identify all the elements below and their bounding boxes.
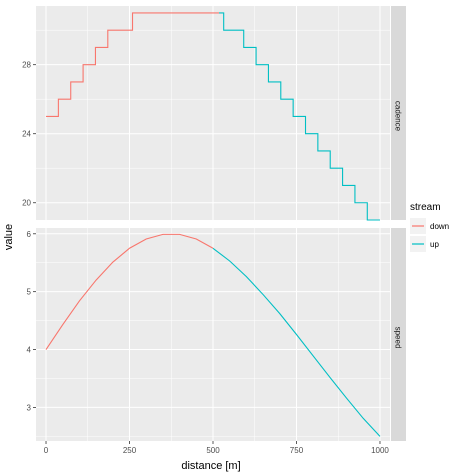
strip-label: speed	[394, 327, 403, 349]
x-tick-label: 750	[290, 446, 304, 455]
x-tick-label: 0	[44, 446, 49, 455]
x-tick-label: 250	[123, 446, 137, 455]
legend-label: up	[430, 240, 439, 249]
x-axis-title: distance [m]	[181, 460, 240, 472]
series-line-down-cadence	[46, 12, 220, 117]
series-line-up-cadence	[219, 12, 380, 221]
panel-speed: 3 4 5 6 speed	[27, 228, 406, 441]
panels-layer: 20 24 28 cadence 3 4 5 6 speed	[22, 6, 406, 441]
strip-background	[391, 6, 406, 220]
y-tick-label: 3	[27, 403, 32, 412]
y-axis-title: value	[3, 224, 15, 250]
strip-background	[391, 228, 406, 441]
strip-speed: speed	[391, 228, 406, 441]
y-tick-label: 5	[27, 288, 32, 297]
panel-cadence: 20 24 28 cadence	[22, 6, 406, 221]
legend-title: stream	[410, 202, 441, 213]
legend: stream down up	[410, 202, 449, 252]
y-tick-label: 28	[22, 61, 31, 70]
legend-label: down	[430, 222, 449, 231]
x-axis: 0 250 500 750 1000	[44, 441, 389, 455]
strip-label: cadence	[394, 101, 403, 132]
series-line-up-speed	[212, 247, 381, 437]
strip-cadence: cadence	[391, 6, 406, 220]
legend-entry-up: up	[410, 236, 439, 252]
y-tick-label: 20	[22, 199, 31, 208]
y-tick-label: 24	[22, 130, 31, 139]
y-tick-label: 6	[27, 230, 32, 239]
x-tick-label: 500	[206, 446, 220, 455]
y-tick-label: 4	[27, 346, 32, 355]
legend-entry-down: down	[410, 218, 449, 234]
x-tick-label: 1000	[371, 446, 389, 455]
series-line-down-speed	[45, 233, 214, 350]
